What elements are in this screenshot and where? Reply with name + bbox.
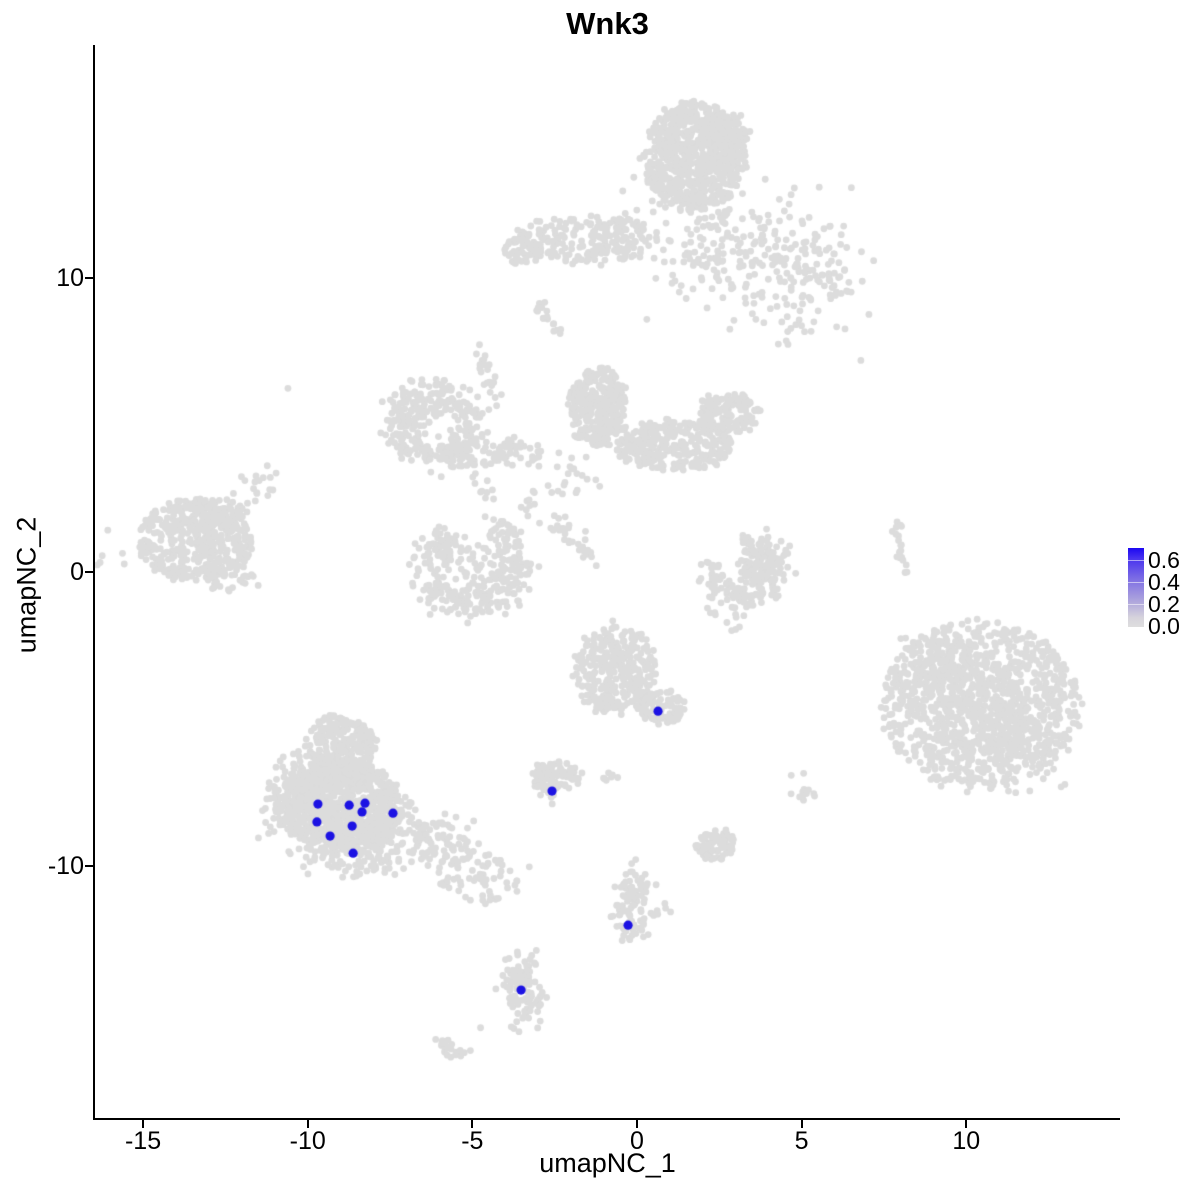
- x-axis-title: umapNC_1: [539, 1148, 676, 1178]
- x-tick-mark: [142, 1120, 145, 1128]
- legend-notch: [1128, 604, 1144, 605]
- x-tick-mark: [800, 1120, 803, 1128]
- x-tick-label: 5: [794, 1127, 809, 1155]
- x-tick-label: -15: [124, 1127, 162, 1155]
- y-tick-label: 10: [56, 264, 84, 293]
- x-tick-mark: [635, 1120, 638, 1128]
- y-tick-mark: [85, 277, 93, 280]
- x-tick-mark: [306, 1120, 309, 1128]
- y-tick-mark: [85, 571, 93, 574]
- x-tick-label: 0: [630, 1127, 644, 1155]
- x-tick-mark: [471, 1120, 474, 1128]
- legend-colorbar: [1128, 548, 1144, 627]
- legend-tick-label: 0.0: [1148, 613, 1180, 639]
- y-tick-mark: [85, 865, 93, 868]
- legend-tick-label: 0.2: [1148, 591, 1180, 617]
- x-tick-mark: [965, 1120, 968, 1128]
- plot-panel: [93, 45, 1120, 1120]
- legend-notch: [1128, 582, 1144, 583]
- x-tick-label: -5: [461, 1127, 484, 1155]
- y-tick-label: 0: [70, 558, 84, 587]
- y-axis-title: umapNC_2: [11, 516, 42, 654]
- x-tick-label: 10: [952, 1127, 981, 1155]
- umap-scatter-canvas: [95, 45, 1120, 1118]
- legend-notch: [1128, 560, 1144, 561]
- legend-tick-label: 0.4: [1148, 569, 1180, 595]
- legend-tick-label: 0.6: [1148, 547, 1180, 573]
- plot-title: Wnk3: [566, 6, 649, 41]
- y-tick-label: -10: [47, 852, 84, 881]
- x-tick-label: -10: [289, 1127, 326, 1155]
